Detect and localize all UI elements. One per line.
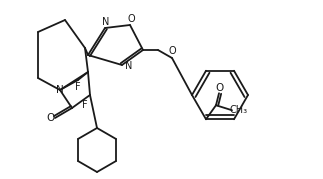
Text: N: N	[56, 85, 64, 95]
Text: O: O	[46, 113, 54, 123]
Text: N: N	[102, 17, 110, 27]
Text: O: O	[168, 46, 176, 56]
Text: O: O	[216, 83, 224, 93]
Text: F: F	[82, 100, 88, 110]
Text: N: N	[125, 61, 133, 71]
Text: F: F	[75, 82, 81, 92]
Text: CH₃: CH₃	[230, 105, 248, 115]
Text: O: O	[127, 14, 135, 24]
